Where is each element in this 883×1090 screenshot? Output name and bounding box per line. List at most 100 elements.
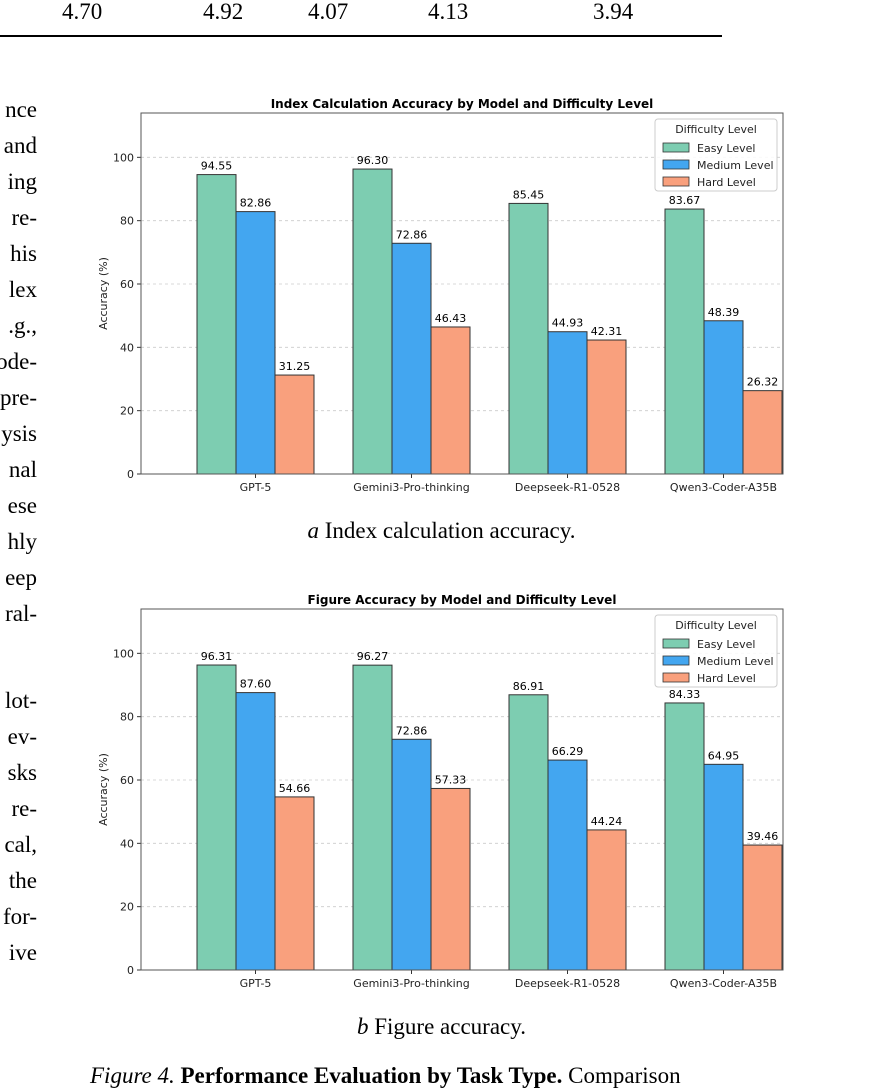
subfigure-caption-b: b Figure accuracy. [0,1013,883,1041]
legend-box [654,118,778,192]
text-fragment: pre- [0,385,37,410]
y-tick-label: 100 [113,151,134,164]
caption-text: Index calculation accuracy. [319,518,576,543]
table-cell: 4.13 [428,0,469,24]
bar [196,174,237,475]
plot-frame [140,112,784,475]
plot-frame [140,608,784,971]
legend-label: Hard Level [697,176,756,189]
bar [352,168,393,475]
x-tick-label: Deepseek-R1-0528 [515,481,620,494]
chart-title: Index Calculation Accuracy by Model and … [271,97,654,111]
text-fragment: ysis [1,421,37,446]
text-fragment: re- [11,796,37,821]
bar [235,211,276,475]
legend-swatch [662,672,690,683]
text-fragment: for- [2,904,37,929]
data-label: 72.86 [396,724,428,737]
figure-caption: Figure 4. Performance Evaluation by Task… [90,1062,681,1090]
y-tick-label: 60 [120,774,134,787]
data-label: 96.27 [357,650,389,663]
y-tick-label: 40 [120,341,134,354]
legend-label: Hard Level [697,672,756,685]
legend-title: Difficulty Level [675,619,757,632]
bar [664,208,705,475]
data-label: 66.29 [552,745,584,758]
bar [742,844,783,971]
data-label: 82.86 [240,197,272,210]
x-tick-label: Qwen3-Coder-A35B [670,481,777,494]
bar [430,326,471,475]
figure-caption-text: Comparison [568,1063,681,1088]
bar [508,202,549,475]
legend-label: Medium Level [697,159,774,172]
data-label: 46.43 [435,312,467,325]
bar [196,664,237,971]
y-axis-label: Accuracy (%) [97,753,110,826]
data-label: 83.67 [669,194,701,207]
y-tick-label: 40 [120,837,134,850]
figure-label: Figure 4. [90,1063,175,1088]
chart-title: Figure Accuracy by Model and Difficulty … [308,593,617,607]
figure-caption-bold: Performance Evaluation by Task Type. [180,1063,563,1088]
data-label: 64.95 [708,749,740,762]
text-fragment: re- [11,205,37,230]
bar [391,738,432,971]
text-fragment: lot- [5,688,37,713]
y-tick-label: 0 [127,964,134,977]
data-label: 31.25 [279,360,311,373]
text-fragment: his [10,241,37,266]
text-fragment: ode- [0,349,37,374]
y-tick-label: 100 [113,647,134,660]
text-fragment: the [8,868,37,893]
legend-swatch [662,159,690,170]
legend-label: Easy Level [697,638,755,651]
data-label: 96.31 [201,650,233,663]
y-tick-label: 20 [120,405,134,418]
text-fragment: ese [7,493,37,518]
text-fragment: nal [8,457,37,482]
table-cell: 4.92 [203,0,244,24]
data-label: 44.24 [591,815,623,828]
bar [274,796,315,971]
text-fragment: eep [5,565,37,590]
data-label: 96.30 [357,154,389,167]
y-tick-label: 60 [120,278,134,291]
legend-swatch [662,142,690,153]
text-fragment: hly [7,529,37,554]
bar [664,702,705,971]
x-tick-label: Gemini3-Pro-thinking [353,481,469,494]
text-fragment: cal, [4,832,37,857]
x-tick-label: GPT-5 [240,977,272,990]
bar [508,694,549,971]
legend-title: Difficulty Level [675,123,757,136]
chart-index-calculation: Index Calculation Accuracy by Model and … [95,92,795,502]
y-tick-label: 80 [120,215,134,228]
bar [586,829,627,971]
caption-letter: a [307,518,320,543]
chart-svg: Index Calculation Accuracy by Model and … [97,97,784,494]
bar [547,331,588,475]
legend-swatch [662,176,690,187]
text-fragment: ev- [7,724,37,749]
data-label: 94.55 [201,160,233,173]
data-label: 44.93 [552,317,584,330]
bar [742,390,783,475]
bar [352,664,393,971]
data-label: 54.66 [279,782,311,795]
data-label: 26.32 [747,376,779,389]
bar [586,339,627,475]
chart-figure-accuracy: Figure Accuracy by Model and Difficulty … [95,588,795,998]
y-tick-label: 20 [120,901,134,914]
x-tick-label: GPT-5 [240,481,272,494]
text-fragment: ing [7,169,37,194]
data-label: 57.33 [435,773,467,786]
data-label: 72.86 [396,228,428,241]
text-fragment: and [3,133,37,158]
x-tick-label: Qwen3-Coder-A35B [670,977,777,990]
data-label: 84.33 [669,688,701,701]
legend-swatch [662,638,690,649]
legend-swatch [662,655,690,666]
data-label: 86.91 [513,680,545,693]
text-fragment: sks [7,760,37,785]
